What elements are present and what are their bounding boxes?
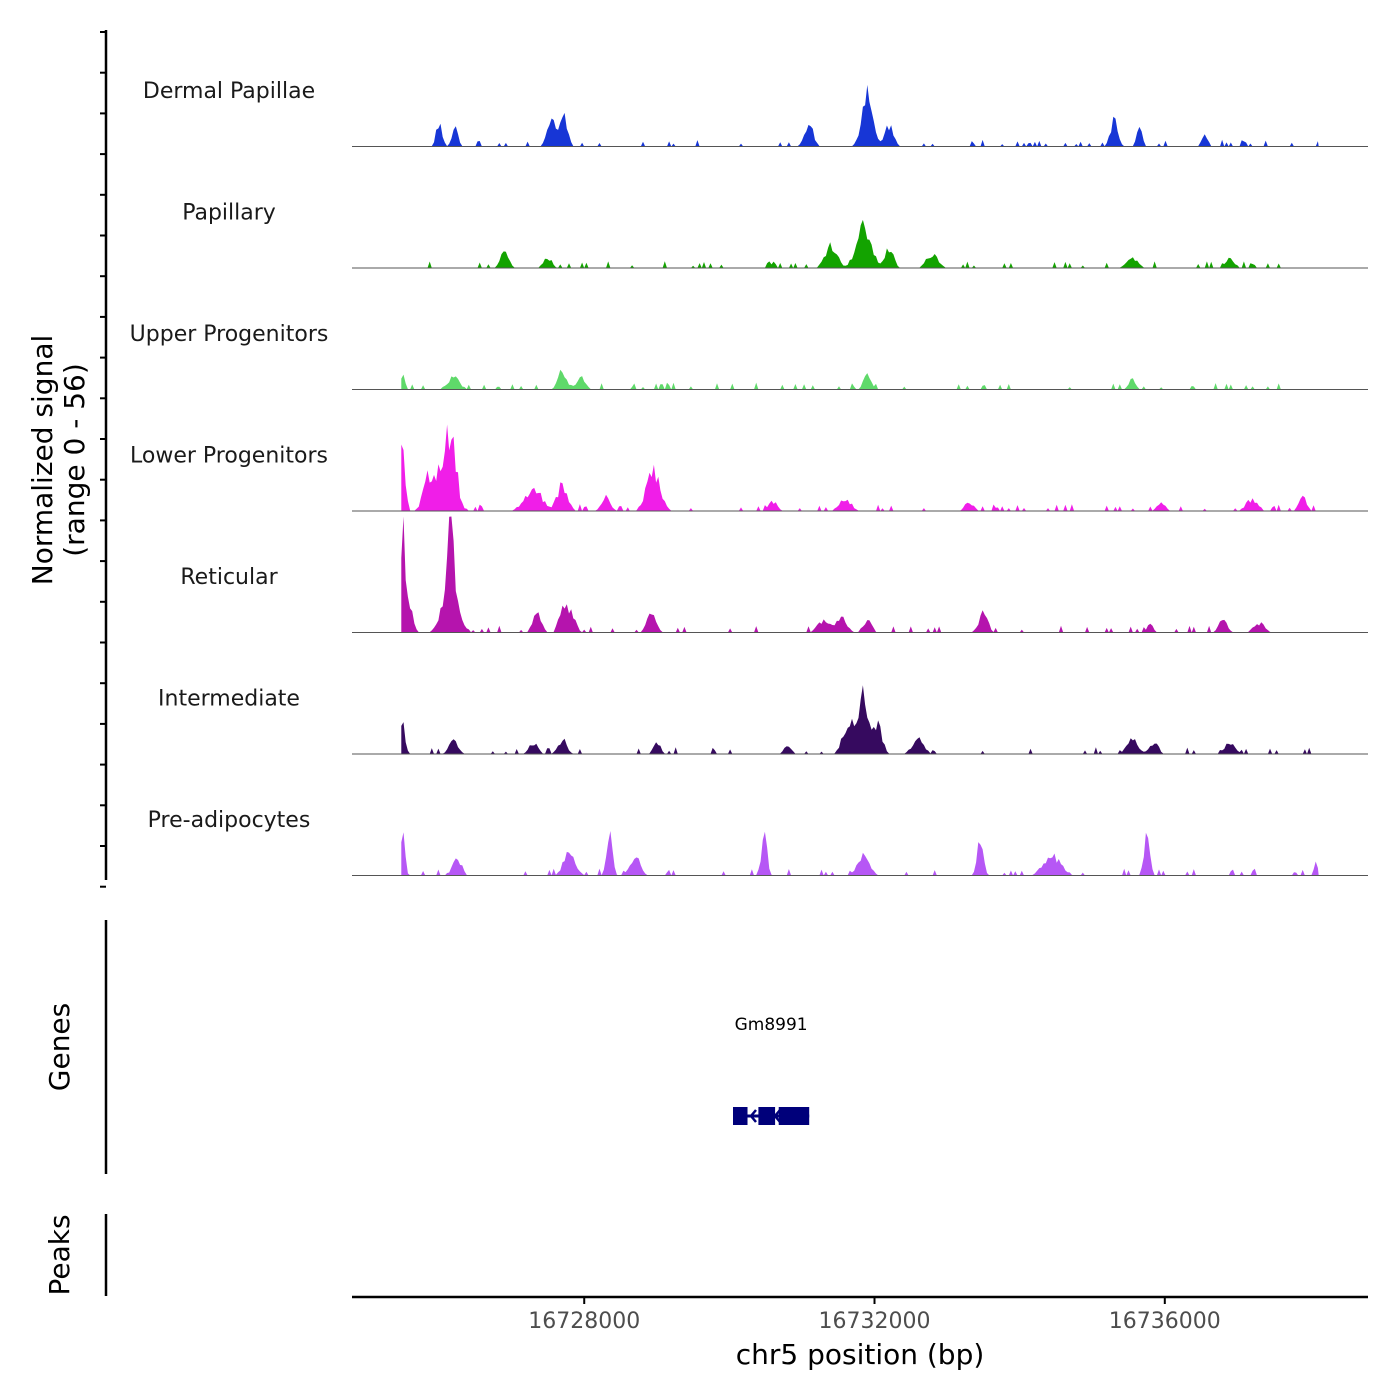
strand-arrow xyxy=(797,1109,805,1123)
track-reticular: Reticular xyxy=(180,516,1368,633)
track-pre-adipocytes: Pre-adipocytes xyxy=(148,808,1368,876)
gene-exon xyxy=(733,1107,748,1125)
signal-ylabel: Normalized signal (range 0 - 56) xyxy=(26,335,91,586)
track-label: Upper Progenitors xyxy=(130,322,329,347)
genes-panel-title: Genes xyxy=(43,1003,76,1091)
track-label: Papillary xyxy=(182,201,276,226)
coverage-area xyxy=(401,516,1319,633)
gene-exon xyxy=(778,1107,810,1125)
gene-label: Gm8991 xyxy=(735,1015,808,1035)
signal-ylabel-line1: Normalized signal xyxy=(26,335,59,586)
gene-gm8991: Gm8991 xyxy=(733,1015,810,1125)
x-axis-title: chr5 position (bp) xyxy=(736,1338,985,1371)
coverage-area xyxy=(401,84,1319,147)
peaks-panel-title: Peaks xyxy=(43,1214,76,1295)
gene-exon xyxy=(758,1107,776,1125)
track-dermal-papillae: Dermal Papillae xyxy=(143,79,1368,147)
track-label: Reticular xyxy=(180,565,278,590)
track-label: Dermal Papillae xyxy=(143,79,315,104)
coverage-area xyxy=(401,369,1319,390)
coverage-area xyxy=(401,219,1319,268)
coverage-tracks: Dermal Papillae Papillary Upper Progenitor… xyxy=(130,79,1368,876)
track-label: Lower Progenitors xyxy=(130,444,328,469)
x-axis: 16728000 16732000 16736000 xyxy=(352,1295,1368,1334)
x-tick-label: 16728000 xyxy=(528,1309,640,1334)
track-label: Pre-adipocytes xyxy=(148,808,311,833)
strand-arrow xyxy=(749,1109,757,1123)
signal-y-axis xyxy=(100,30,108,888)
signal-ylabel-line2: (range 0 - 56) xyxy=(58,363,91,557)
coverage-area xyxy=(401,685,1319,754)
track-papillary: Papillary xyxy=(182,201,1368,269)
track-intermediate: Intermediate xyxy=(158,685,1368,755)
track-lower-progenitors: Lower Progenitors xyxy=(130,424,1368,512)
x-tick-label: 16732000 xyxy=(819,1309,931,1334)
track-label: Intermediate xyxy=(158,687,300,712)
genes-panel: Gm8991 xyxy=(104,920,810,1174)
x-tick-label: 16736000 xyxy=(1109,1309,1221,1334)
coverage-area xyxy=(401,424,1319,511)
coverage-area xyxy=(401,831,1319,876)
track-upper-progenitors: Upper Progenitors xyxy=(130,322,1368,390)
strand-arrow xyxy=(773,1109,781,1123)
